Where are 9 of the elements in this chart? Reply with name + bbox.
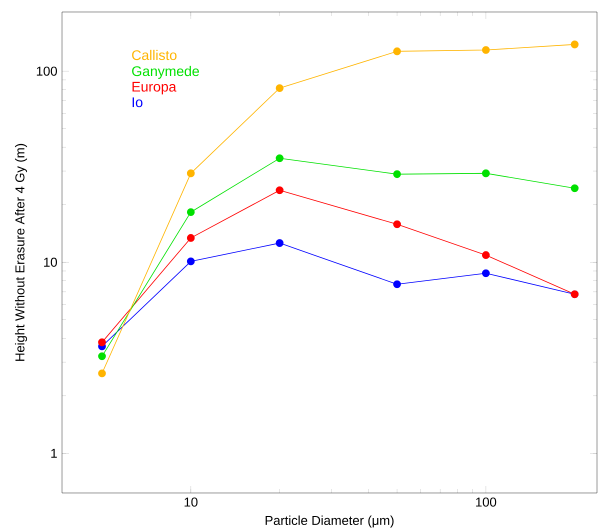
- y-tick-label: 10: [44, 258, 57, 267]
- y-axis-title: Height Without Erasure After 4 Gy (m): [14, 144, 28, 361]
- text: Io: [132, 97, 142, 108]
- y-tick-label: 100: [36, 66, 57, 76]
- text: Ganymede: [132, 66, 199, 79]
- text: Callisto: [132, 50, 177, 60]
- text: Europa: [132, 82, 176, 94]
- y-tick-label: 1: [51, 448, 57, 458]
- x-axis-title: Particle Diameter (μm): [266, 516, 394, 528]
